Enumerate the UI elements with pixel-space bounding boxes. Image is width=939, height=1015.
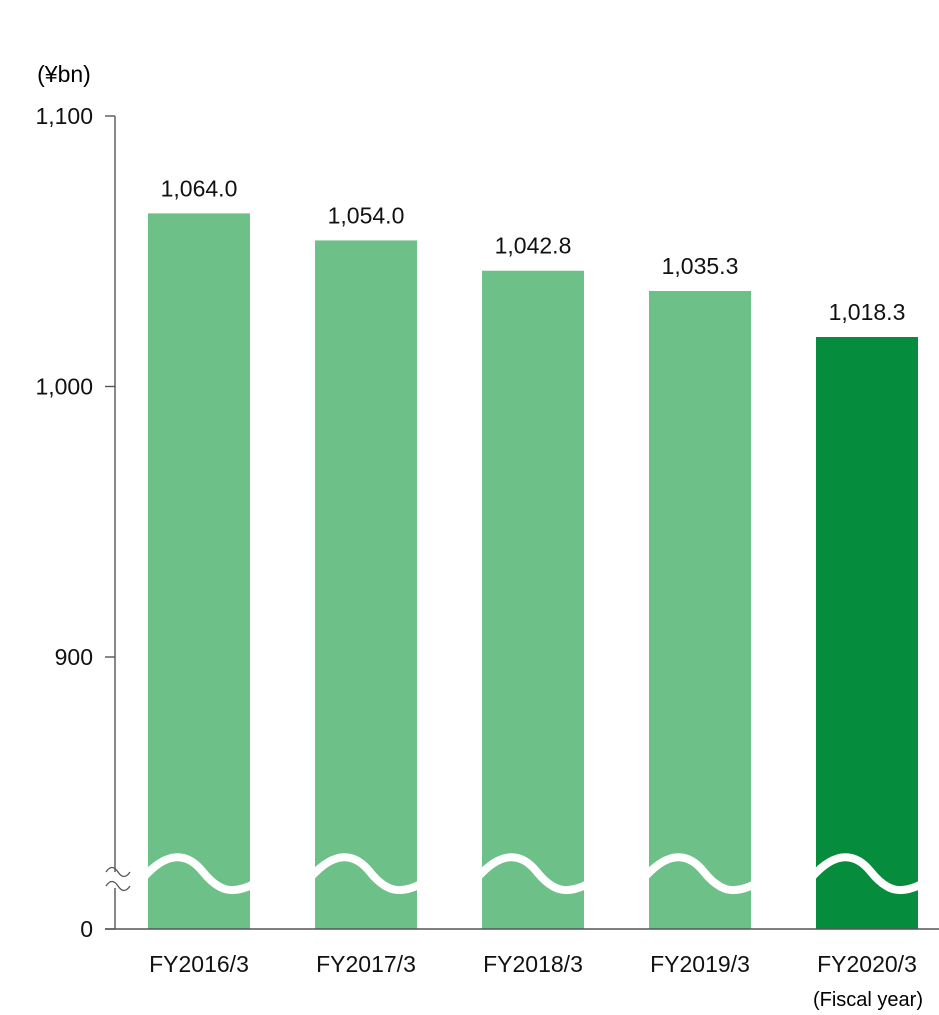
axis-break-wave [474,853,592,895]
value-label: 1,042.8 [495,233,572,259]
x-axis-note: (Fiscal year) [813,989,923,1010]
axis-break-wave [808,853,926,895]
bar-fy2018-3 [482,270,584,929]
axis-break-gap [104,872,127,888]
category-label: FY2019/3 [650,951,750,977]
bar-fy2020-3 [816,336,918,929]
unit-label: (¥bn) [37,61,91,87]
category-label: FY2018/3 [483,951,583,977]
axis-break-upper-mark [105,866,131,878]
bar-fy2017-3 [315,240,417,929]
axis-break-wave [140,853,258,895]
bar-fy2019-3 [649,291,751,929]
bars-layer [140,213,926,929]
labels-layer: 1,064.0 FY2016/3 1,054.0 FY2017/3 1,042.8 FY2… [35,103,916,977]
y-tick-label: 0 [80,916,93,942]
y-tick-label: 900 [55,644,93,670]
y-tick-label: 1,000 [35,374,93,400]
axis-layer [104,115,939,930]
value-label: 1,035.3 [662,253,739,279]
axis-break-wave [641,853,759,895]
category-label: FY2020/3 [817,951,917,977]
value-label: 1,054.0 [328,202,405,228]
axis-break-lower-mark [105,880,131,892]
bar-fy2016-3 [148,213,250,929]
value-label: 1,018.3 [829,299,906,325]
category-label: FY2016/3 [149,951,249,977]
y-tick-label: 1,100 [35,103,93,129]
category-label: FY2017/3 [316,951,416,977]
value-label: 1,064.0 [161,175,238,201]
axis-break-wave [307,853,425,895]
